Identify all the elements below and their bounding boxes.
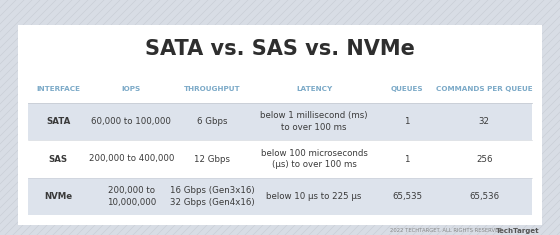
Text: 2022 TECHTARGET. ALL RIGHTS RESERVED.: 2022 TECHTARGET. ALL RIGHTS RESERVED.: [390, 228, 504, 233]
Text: 32: 32: [479, 117, 489, 126]
Text: COMMANDS PER QUEUE: COMMANDS PER QUEUE: [436, 86, 533, 92]
Text: IOPS: IOPS: [122, 86, 141, 92]
FancyBboxPatch shape: [18, 25, 542, 225]
Text: 60,000 to 100,000: 60,000 to 100,000: [91, 117, 171, 126]
Text: 256: 256: [476, 154, 492, 164]
Text: below 10 μs to 225 μs: below 10 μs to 225 μs: [267, 192, 362, 201]
Text: SATA vs. SAS vs. NVMe: SATA vs. SAS vs. NVMe: [145, 39, 415, 59]
Text: 65,535: 65,535: [392, 192, 422, 201]
Text: THROUGHPUT: THROUGHPUT: [184, 86, 240, 92]
Text: SATA: SATA: [46, 117, 71, 126]
FancyBboxPatch shape: [28, 103, 532, 140]
Text: LATENCY: LATENCY: [296, 86, 332, 92]
Text: 200,000 to
10,000,000: 200,000 to 10,000,000: [107, 186, 156, 207]
FancyBboxPatch shape: [28, 178, 532, 215]
Text: 6 Gbps: 6 Gbps: [197, 117, 227, 126]
Text: 1: 1: [404, 117, 410, 126]
Text: SAS: SAS: [49, 154, 68, 164]
Text: 12 Gbps: 12 Gbps: [194, 154, 230, 164]
Text: TechTarget: TechTarget: [496, 228, 540, 234]
Text: INTERFACE: INTERFACE: [36, 86, 80, 92]
Text: 65,536: 65,536: [469, 192, 499, 201]
Text: below 1 millisecond (ms)
to over 100 ms: below 1 millisecond (ms) to over 100 ms: [260, 111, 368, 132]
Text: 200,000 to 400,000: 200,000 to 400,000: [88, 154, 174, 164]
Text: 1: 1: [404, 154, 410, 164]
Text: NVMe: NVMe: [44, 192, 72, 201]
Text: QUEUES: QUEUES: [391, 86, 423, 92]
Text: below 100 microseconds
(μs) to over 100 ms: below 100 microseconds (μs) to over 100 …: [260, 149, 367, 169]
Text: 16 Gbps (Gen3x16)
32 Gbps (Gen4x16): 16 Gbps (Gen3x16) 32 Gbps (Gen4x16): [170, 186, 254, 207]
